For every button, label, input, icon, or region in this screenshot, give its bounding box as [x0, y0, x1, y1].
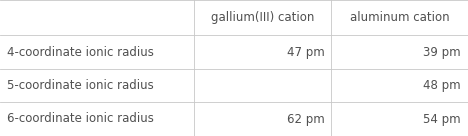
Text: aluminum cation: aluminum cation	[350, 11, 449, 24]
Text: gallium(III) cation: gallium(III) cation	[211, 11, 314, 24]
Text: 4-coordinate ionic radius: 4-coordinate ionic radius	[7, 46, 154, 58]
Text: 62 pm: 62 pm	[286, 112, 324, 126]
Text: 5-coordinate ionic radius: 5-coordinate ionic radius	[7, 79, 154, 92]
Text: 39 pm: 39 pm	[424, 46, 461, 58]
Text: 6-coordinate ionic radius: 6-coordinate ionic radius	[7, 112, 154, 126]
Text: 48 pm: 48 pm	[424, 79, 461, 92]
Text: 54 pm: 54 pm	[424, 112, 461, 126]
Text: 47 pm: 47 pm	[286, 46, 324, 58]
